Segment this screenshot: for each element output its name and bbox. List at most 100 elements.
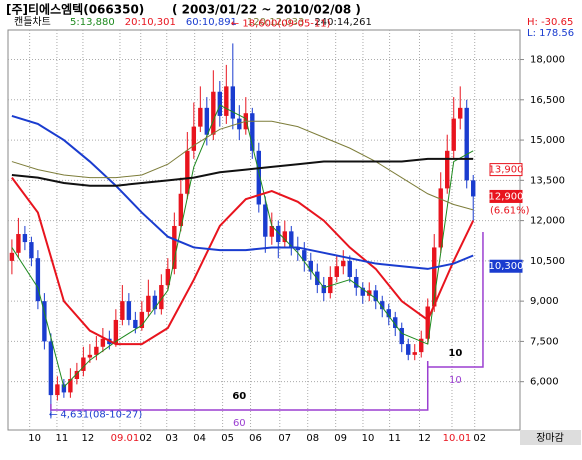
candle-body xyxy=(217,91,223,116)
candle-body xyxy=(126,301,132,320)
legend-entry: 20:10,301 xyxy=(125,17,176,28)
candle-body xyxy=(152,295,158,310)
annotation: ← 4,631(08-10-27) xyxy=(49,409,142,420)
candle-body xyxy=(178,193,184,226)
candle-body xyxy=(94,346,99,355)
y-tick-label: 18,000 xyxy=(530,55,565,66)
candle-body xyxy=(42,301,47,342)
y-tick-label: 16,500 xyxy=(530,95,565,106)
candle-body xyxy=(139,311,145,328)
x-tick-label: 10 xyxy=(362,433,375,444)
stat-label: L: 178.56 xyxy=(527,28,574,39)
candle-body xyxy=(204,107,210,135)
candle-body xyxy=(269,225,274,237)
price-tag-box xyxy=(489,259,523,273)
legend-entry: 5:13,880 xyxy=(70,17,115,28)
x-tick-label: 10.01 xyxy=(443,433,472,444)
candle-body xyxy=(61,384,67,393)
candle-body xyxy=(29,242,34,259)
candle-body xyxy=(308,260,313,272)
x-tick-label: 10 xyxy=(28,433,41,444)
x-tick-label: 07 xyxy=(278,433,291,444)
candle-body xyxy=(113,319,119,345)
y-tick-label: 9,000 xyxy=(530,296,559,307)
y-tick-label: 12,000 xyxy=(530,216,565,227)
candle-body xyxy=(198,107,203,127)
candle-body xyxy=(16,234,21,253)
candle-body xyxy=(321,285,326,294)
candle-body xyxy=(464,107,469,181)
ma-line xyxy=(11,120,474,211)
candle-body xyxy=(87,354,93,358)
stat-label: H: -30.65 xyxy=(527,17,573,28)
candle-body xyxy=(373,290,378,302)
candle-body xyxy=(185,150,190,194)
x-tick-label: 09 xyxy=(334,433,347,444)
chart-label: 캔들차트 xyxy=(14,16,51,28)
candle-body xyxy=(295,247,300,251)
candle-body xyxy=(22,234,28,243)
y-tick-label: 13,500 xyxy=(530,175,565,186)
plot-frame xyxy=(7,29,521,431)
candle-body xyxy=(445,150,450,189)
x-tick-label: 08 xyxy=(306,433,319,444)
y-tick-label: 10,500 xyxy=(530,256,565,267)
candle-body xyxy=(159,285,164,310)
ma-line xyxy=(11,157,474,187)
candle-body xyxy=(393,317,398,328)
candle-body xyxy=(146,295,151,312)
candle-body xyxy=(256,150,262,205)
candle-body xyxy=(289,231,294,248)
candle-body xyxy=(334,266,339,277)
candle-body xyxy=(282,231,287,243)
candle-body xyxy=(451,118,456,151)
price-tag-box xyxy=(489,189,523,203)
closing-label: 장마감 xyxy=(536,432,564,444)
period-label: 60 xyxy=(232,391,246,402)
annotation: ← 18,600(09-05-11) xyxy=(231,18,331,29)
candle-body xyxy=(302,250,307,261)
candle-body xyxy=(35,258,41,302)
x-tick-label: 03 xyxy=(165,433,178,444)
candle-body xyxy=(380,301,385,310)
candle-body xyxy=(133,319,138,328)
candle-body xyxy=(412,352,417,355)
price-tag-label: 12,900 xyxy=(489,191,524,202)
period-label-small: 10 xyxy=(449,375,462,386)
candle-body xyxy=(74,370,80,379)
candle-body xyxy=(432,247,437,307)
x-tick-label: 02 xyxy=(139,433,152,444)
candle-body xyxy=(425,306,430,339)
candle-body xyxy=(458,107,463,119)
change-label: (6.61%) xyxy=(490,205,530,216)
candle-body xyxy=(172,225,177,269)
candle-body xyxy=(367,290,372,296)
candle-body xyxy=(328,276,333,294)
candle-body xyxy=(354,276,359,288)
legend-entry: 120:12,033 xyxy=(247,17,304,28)
candle-body xyxy=(68,378,73,393)
x-tick-label: 11 xyxy=(388,433,401,444)
candle-body xyxy=(419,338,424,353)
chart-title: [주]티에스엠텍(066350) xyxy=(6,2,144,17)
candle-body xyxy=(48,341,54,396)
x-tick-label: 05 xyxy=(221,433,234,444)
candle-body xyxy=(360,287,365,296)
candle-body xyxy=(399,327,404,345)
candle-body xyxy=(211,91,216,135)
x-tick-label: 09.01 xyxy=(111,433,140,444)
y-tick-label: 7,500 xyxy=(530,336,559,347)
period-bracket xyxy=(50,362,429,411)
candle-body xyxy=(224,86,229,116)
x-tick-label: 02 xyxy=(473,433,486,444)
candle-body xyxy=(438,188,443,248)
candle-body xyxy=(230,86,236,119)
ma-line xyxy=(11,114,474,270)
candle-body xyxy=(471,180,476,197)
candle-body xyxy=(191,126,197,151)
legend-entry: 60:10,891 xyxy=(186,17,237,28)
x-tick-label: 06 xyxy=(249,433,262,444)
candle-body xyxy=(81,357,86,371)
candle-body xyxy=(386,309,391,318)
